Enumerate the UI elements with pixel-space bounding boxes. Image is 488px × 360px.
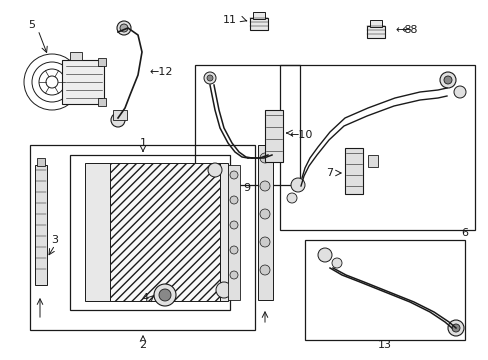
Bar (70, 52, 82, 60)
Bar (110, 163, 220, 301)
Circle shape (260, 209, 269, 219)
Text: 2: 2 (139, 340, 146, 350)
Text: 6: 6 (461, 228, 468, 238)
Bar (30, 145, 254, 330)
Bar (195, 65, 299, 185)
Circle shape (216, 282, 231, 298)
Bar (227, 165, 240, 300)
Bar (113, 110, 127, 120)
Bar (37, 158, 45, 166)
Bar (264, 110, 283, 162)
Circle shape (290, 178, 305, 192)
Bar (367, 155, 377, 167)
Text: 9: 9 (243, 183, 250, 193)
Text: 5: 5 (28, 20, 36, 30)
Circle shape (111, 113, 125, 127)
Circle shape (154, 284, 176, 306)
Circle shape (331, 258, 341, 268)
Text: ←8: ←8 (394, 25, 411, 35)
Bar (345, 148, 362, 194)
Circle shape (260, 153, 269, 163)
Circle shape (229, 271, 238, 279)
Circle shape (286, 193, 296, 203)
Bar (98, 58, 106, 66)
Circle shape (120, 24, 128, 32)
Text: 13: 13 (377, 340, 391, 350)
Circle shape (260, 265, 269, 275)
Circle shape (159, 289, 171, 301)
Text: 11: 11 (223, 15, 237, 25)
Circle shape (229, 246, 238, 254)
Circle shape (451, 324, 459, 332)
Bar (62, 60, 104, 104)
Text: 1: 1 (139, 138, 146, 148)
Bar (98, 98, 106, 106)
Bar (249, 18, 267, 30)
Circle shape (207, 163, 222, 177)
Circle shape (260, 237, 269, 247)
Text: 3: 3 (51, 235, 59, 245)
Text: ←10: ←10 (289, 130, 313, 140)
Circle shape (203, 72, 216, 84)
Text: ←12: ←12 (150, 67, 173, 77)
Circle shape (117, 21, 131, 35)
Circle shape (317, 248, 331, 262)
Circle shape (229, 171, 238, 179)
Bar (280, 65, 474, 230)
Bar (85, 163, 110, 301)
Circle shape (447, 320, 463, 336)
Circle shape (260, 181, 269, 191)
Bar (305, 240, 464, 340)
Circle shape (229, 196, 238, 204)
Circle shape (439, 72, 455, 88)
Bar (70, 155, 229, 310)
Text: 7: 7 (326, 168, 333, 178)
Text: 4: 4 (141, 293, 148, 303)
Circle shape (443, 76, 451, 84)
Circle shape (229, 221, 238, 229)
Text: ←8: ←8 (401, 25, 418, 35)
Bar (220, 163, 227, 301)
Circle shape (453, 86, 465, 98)
Bar (366, 26, 384, 38)
Bar (369, 20, 381, 27)
Bar (258, 145, 272, 300)
Bar (252, 12, 264, 19)
Circle shape (206, 75, 213, 81)
Bar (35, 165, 47, 285)
